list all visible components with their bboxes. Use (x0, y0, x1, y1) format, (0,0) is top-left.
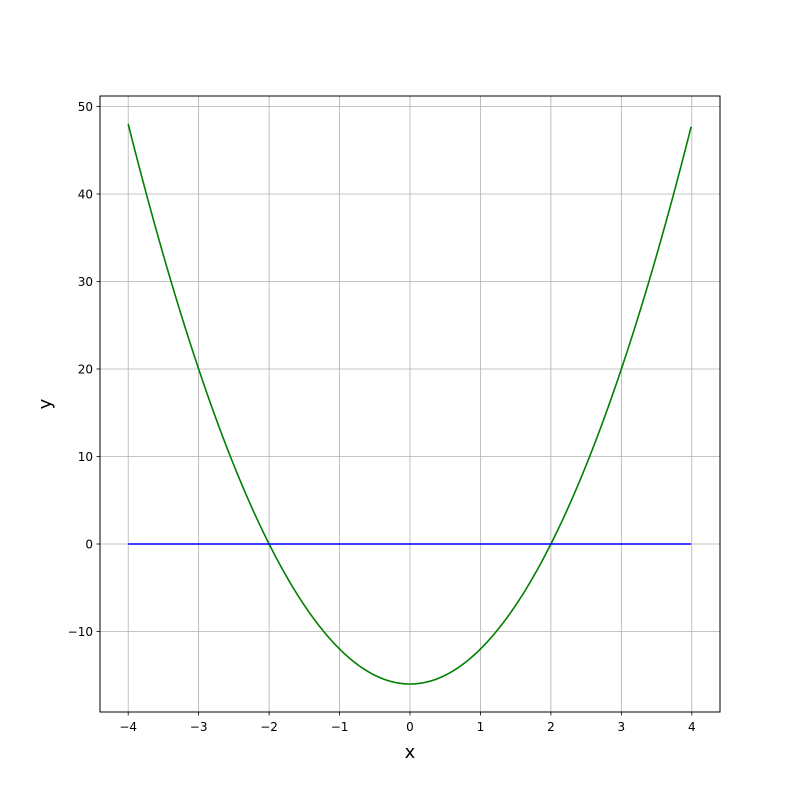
y-tick-label: 40 (78, 188, 93, 202)
x-tick-label: −4 (119, 720, 137, 734)
y-tick-label: 20 (78, 363, 93, 377)
x-axis-label: x (405, 742, 416, 763)
grid (100, 96, 720, 712)
x-tick-label: −2 (260, 720, 278, 734)
x-tick-label: 1 (477, 720, 485, 734)
y-tick-label: 0 (85, 538, 93, 552)
x-tick-label: −3 (190, 720, 208, 734)
x-tick-label: 4 (688, 720, 696, 734)
y-tick-label: 10 (78, 450, 93, 464)
x-tick-label: 0 (406, 720, 414, 734)
y-axis-label: y (35, 398, 56, 409)
series-line-parabola (127, 123, 692, 685)
series-lines (127, 123, 692, 685)
y-tick-label: −10 (68, 625, 93, 639)
y-tick-label: 50 (78, 100, 93, 114)
y-tick-label: 30 (78, 275, 93, 289)
x-tick-label: −1 (331, 720, 349, 734)
x-tick-label: 3 (618, 720, 626, 734)
x-tick-label: 2 (547, 720, 555, 734)
